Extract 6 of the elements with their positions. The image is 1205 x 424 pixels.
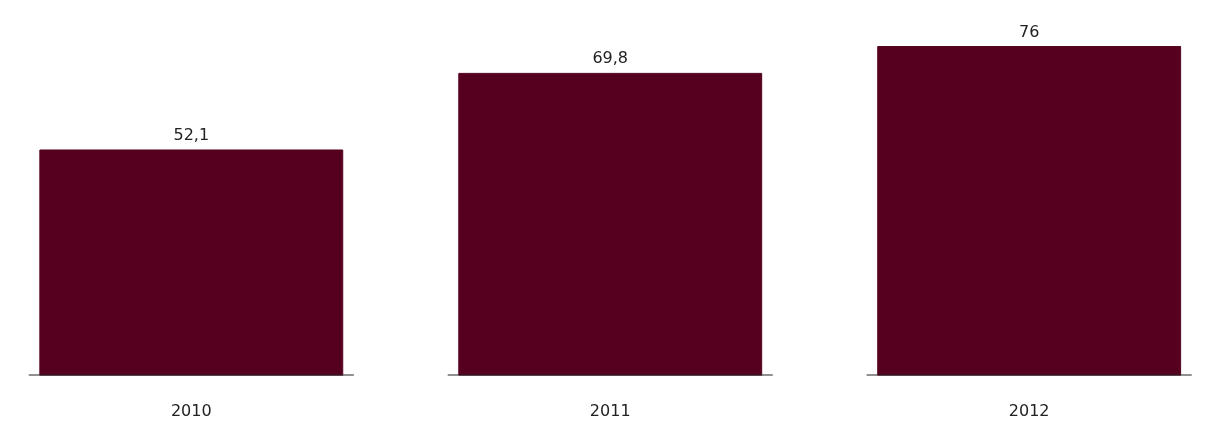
data-label: 52,1 (173, 125, 210, 144)
data-label: 76 (1018, 21, 1040, 41)
x-tick-label: 2011 (589, 400, 631, 420)
data-label: 69,8 (592, 48, 629, 68)
x-tick-label: 2012 (1008, 400, 1050, 420)
x-tick-label: 2010 (170, 400, 212, 420)
